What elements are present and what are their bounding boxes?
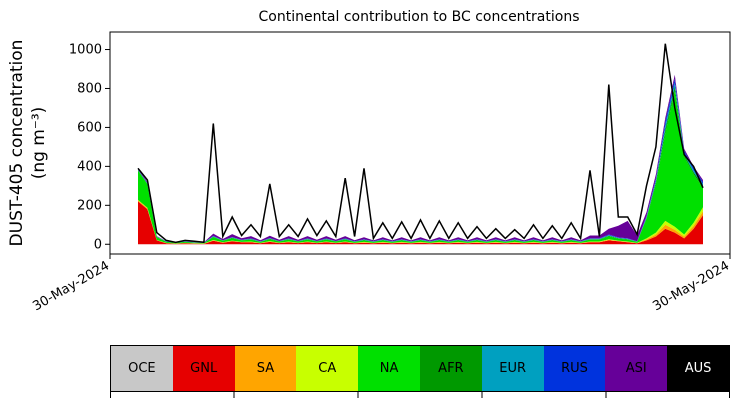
- legend-entry-gnl: GNL: [172, 346, 235, 391]
- plot-frame: [109, 31, 731, 255]
- y-axis-label-line1: DUST-405 concentration: [7, 40, 27, 247]
- y-axis-label: DUST-405 concentration (ng m⁻³): [7, 40, 49, 247]
- x-tick-label: 30-May-2024: [30, 258, 112, 314]
- x-tick-label: 30-May-2024: [650, 258, 732, 314]
- legend-entry-oce: OCE: [111, 346, 173, 391]
- area-na: [138, 90, 703, 244]
- y-tick-label: 200: [77, 198, 102, 213]
- legend-entry-sa: SA: [234, 346, 297, 391]
- chart: Continental contribution to BC concentra…: [7, 9, 732, 314]
- legend-entry-afr: AFR: [419, 346, 482, 391]
- area-rus: [138, 78, 703, 243]
- y-tick-label: 800: [77, 81, 102, 96]
- y-tick-label: 0: [94, 237, 102, 252]
- y-axis-label-line2: (ng m⁻³): [29, 107, 49, 180]
- y-tick-label: 1000: [69, 43, 102, 58]
- line-aus: [137, 43, 704, 244]
- y-tick-label: 600: [77, 120, 102, 135]
- legend-entry-aus: AUS: [667, 346, 729, 391]
- legend-entry-rus: RUS: [543, 346, 606, 391]
- area-ca: [138, 199, 703, 244]
- plot-area: [137, 43, 704, 245]
- legend-colorbar: OCE GNL SA CA NA AFR EUR RUS ASI AUS: [110, 345, 730, 392]
- legend-entry-ca: CA: [296, 346, 359, 391]
- legend-ticks: [110, 392, 730, 398]
- chart-title: Continental contribution to BC concentra…: [258, 9, 579, 25]
- legend-entry-na: NA: [358, 346, 420, 391]
- legend-entry-eur: EUR: [481, 346, 544, 391]
- y-tick-label: 400: [77, 159, 102, 174]
- y-axis: 0 200 400 600 800 1000: [69, 43, 110, 252]
- legend-entry-asi: ASI: [605, 346, 668, 391]
- area-sa: [138, 200, 703, 244]
- x-axis: 30-May-2024 30-May-2024: [30, 254, 732, 314]
